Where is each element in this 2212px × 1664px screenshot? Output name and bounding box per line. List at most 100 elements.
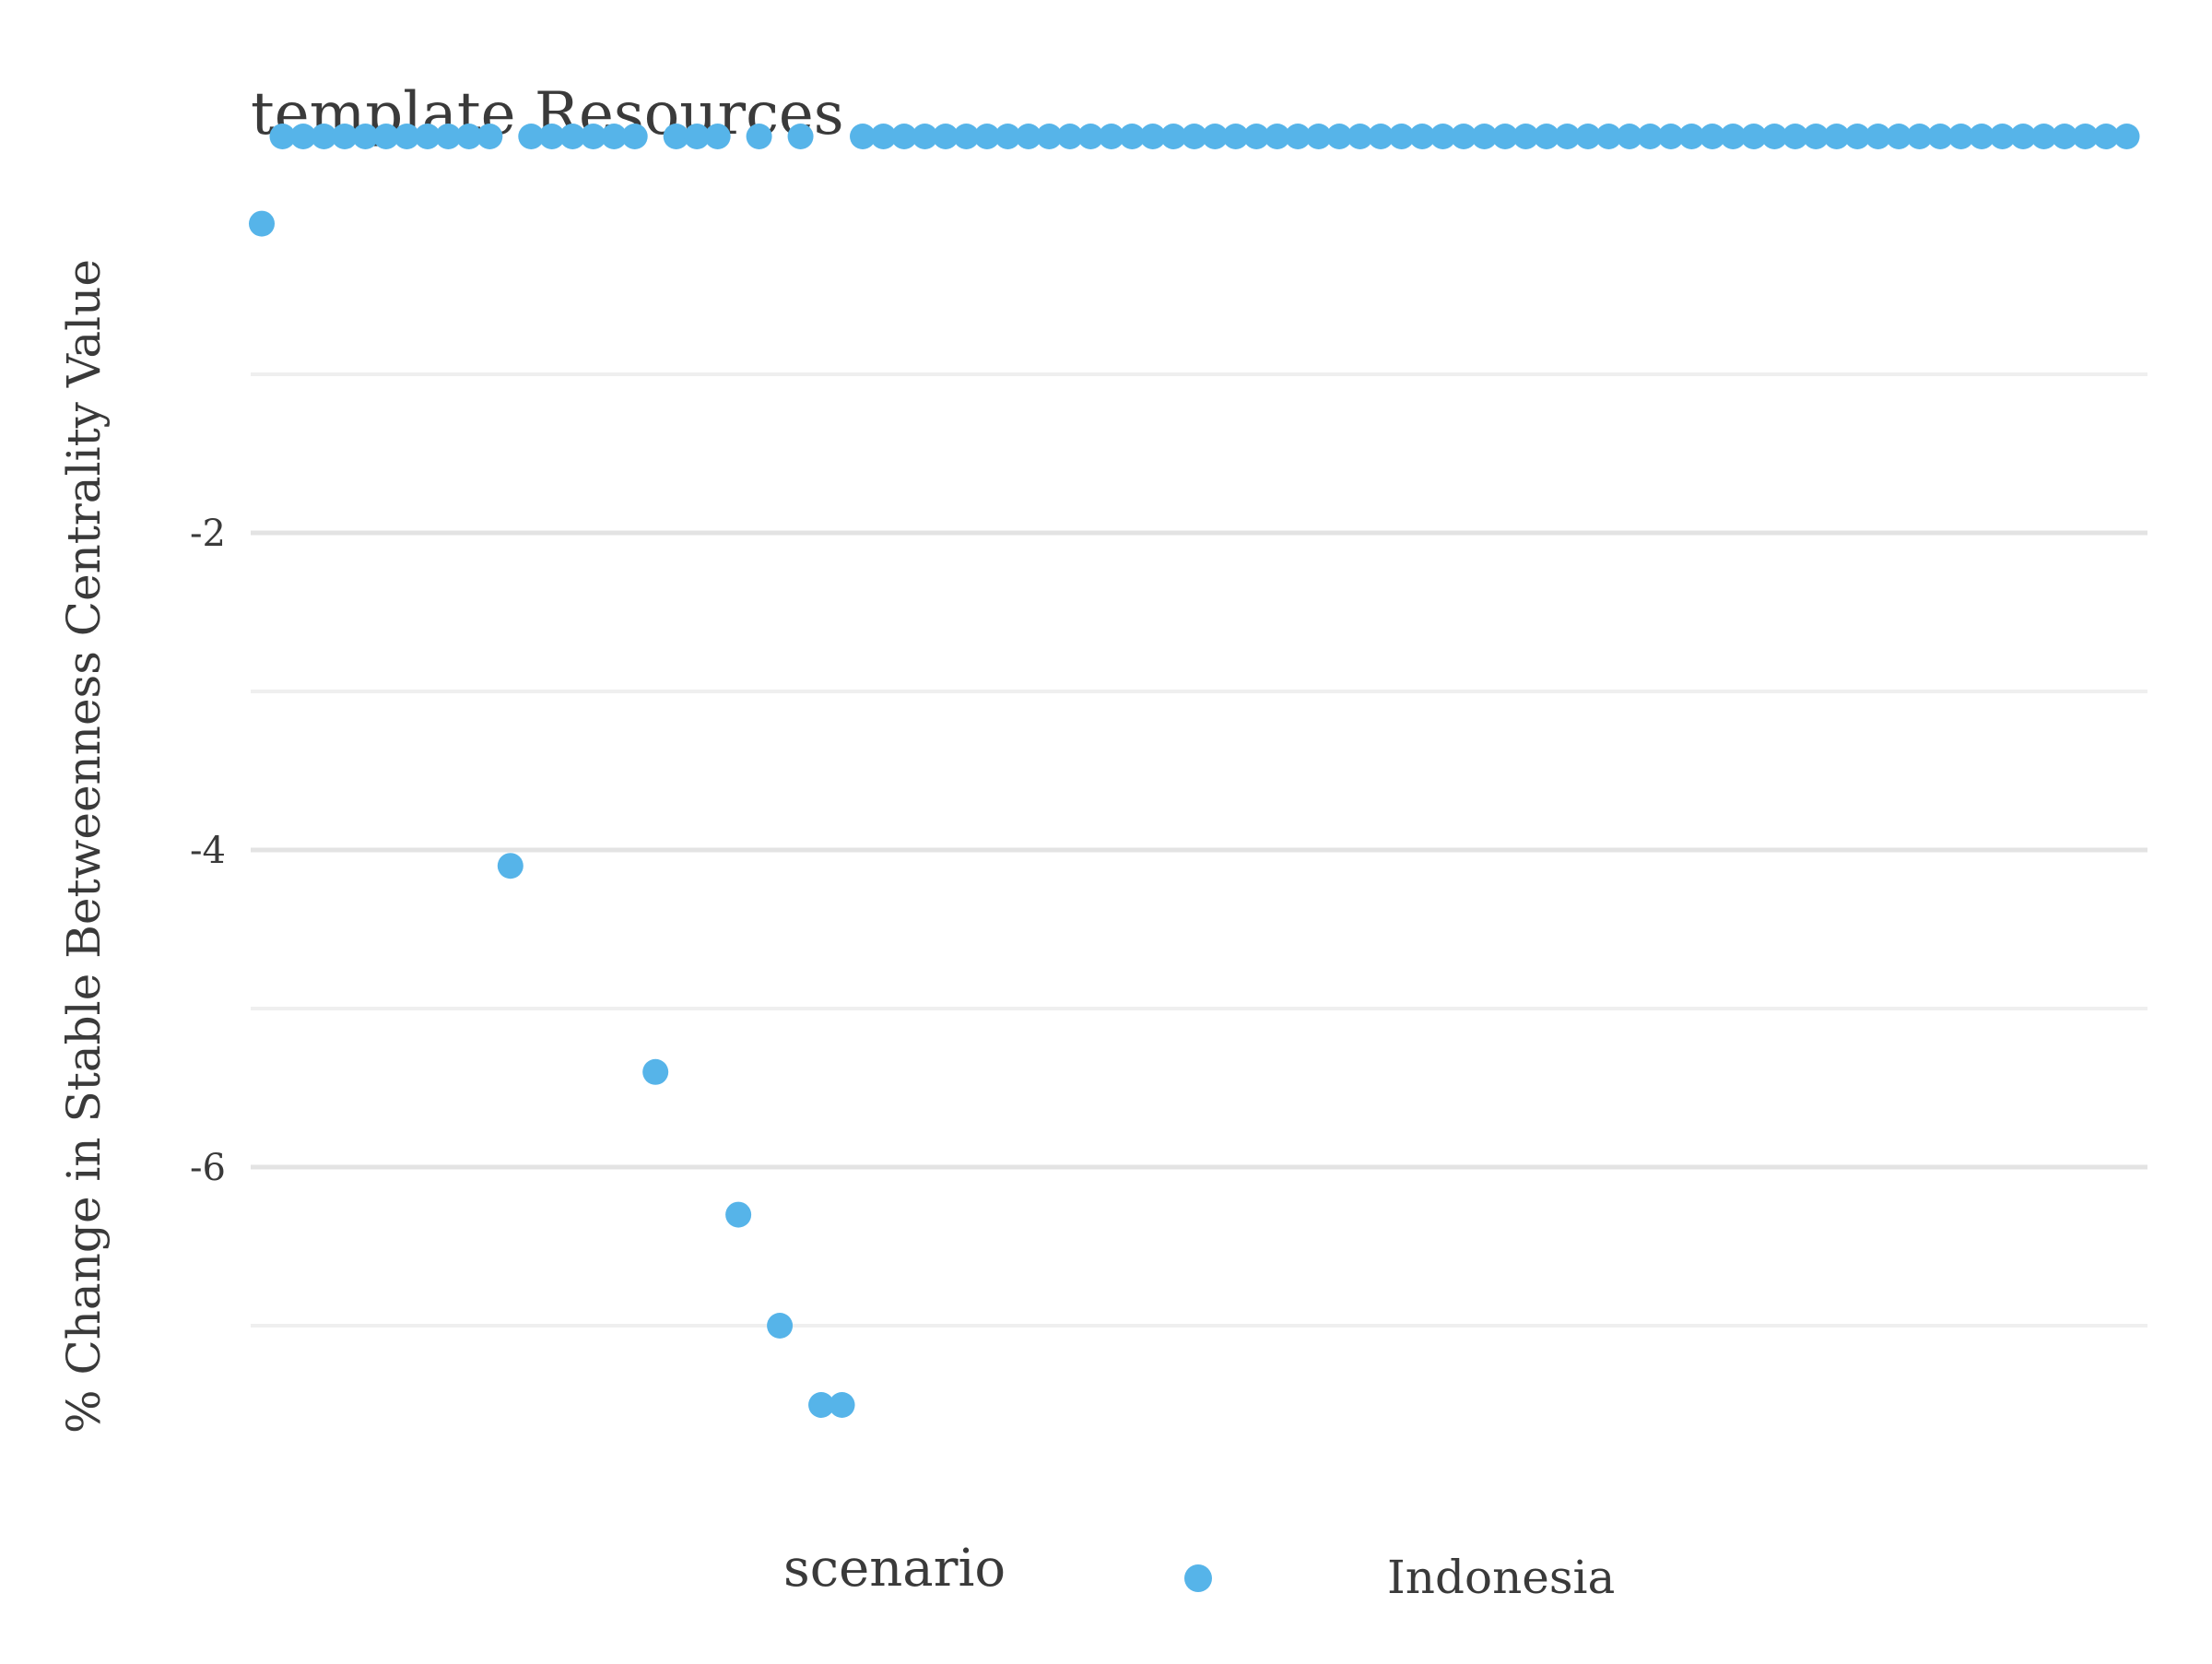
data-point xyxy=(311,124,337,149)
data-point xyxy=(1202,124,1229,149)
data-point xyxy=(663,124,689,149)
data-point xyxy=(829,1392,855,1418)
data-point xyxy=(1347,124,1373,149)
data-point xyxy=(2010,124,2037,149)
data-point xyxy=(538,124,565,149)
data-point xyxy=(1368,124,1394,149)
data-point xyxy=(559,124,586,149)
data-point xyxy=(352,124,379,149)
data-point xyxy=(1927,124,1954,149)
data-point xyxy=(2072,124,2099,149)
data-point xyxy=(1492,124,1519,149)
data-point xyxy=(2093,124,2120,149)
data-point xyxy=(870,124,897,149)
data-point xyxy=(1098,124,1124,149)
data-point xyxy=(394,124,420,149)
y-tick-labels: -2 -4 -6 xyxy=(190,513,226,1189)
legend-label: Indonesia xyxy=(1387,1551,1615,1604)
data-point xyxy=(1720,124,1747,149)
gridlines xyxy=(251,372,2147,1328)
data-point xyxy=(1657,124,1684,149)
data-point xyxy=(1056,124,1083,149)
data-point xyxy=(372,124,399,149)
data-point xyxy=(1740,124,1767,149)
data-point xyxy=(621,124,648,149)
data-point xyxy=(953,124,980,149)
data-point xyxy=(1326,124,1353,149)
y-tick-label: -2 xyxy=(190,513,226,555)
legend-swatch xyxy=(1184,1564,1212,1592)
data-point xyxy=(1036,124,1063,149)
data-point xyxy=(1160,124,1187,149)
data-point xyxy=(1803,124,1830,149)
data-point xyxy=(1388,124,1415,149)
data-point xyxy=(1699,124,1725,149)
data-point xyxy=(1969,124,1995,149)
data-point xyxy=(1637,124,1664,149)
y-tick-label: -6 xyxy=(190,1147,226,1189)
data-point xyxy=(1533,124,1559,149)
data-point xyxy=(1119,124,1146,149)
data-point xyxy=(1595,124,1622,149)
data-point xyxy=(2113,124,2140,149)
data-point xyxy=(1305,124,1332,149)
data-point xyxy=(850,124,877,149)
data-point xyxy=(1554,124,1581,149)
data-point xyxy=(1285,124,1312,149)
data-point xyxy=(704,124,731,149)
data-point xyxy=(1947,124,1974,149)
data-point xyxy=(601,124,628,149)
data-point xyxy=(1886,124,1912,149)
data-point xyxy=(1616,124,1642,149)
legend: scenario Indonesia xyxy=(783,1539,1615,1604)
data-point xyxy=(1181,124,1207,149)
data-point xyxy=(808,1392,835,1418)
data-point xyxy=(994,124,1021,149)
data-point xyxy=(477,124,503,149)
data-point xyxy=(912,124,938,149)
data-point xyxy=(1243,124,1270,149)
data-point xyxy=(1264,124,1290,149)
data-point xyxy=(642,1058,669,1085)
data-point xyxy=(497,853,524,879)
data-point xyxy=(787,124,814,149)
data-point xyxy=(1409,124,1436,149)
data-point xyxy=(973,124,1000,149)
data-point xyxy=(1512,124,1539,149)
data-point xyxy=(746,124,772,149)
data-point xyxy=(1989,124,2016,149)
data-points xyxy=(249,124,2140,1418)
data-point xyxy=(1823,124,1850,149)
data-point xyxy=(331,124,358,149)
data-point xyxy=(518,124,545,149)
data-point xyxy=(890,124,917,149)
data-point xyxy=(1906,124,1933,149)
data-point xyxy=(1678,124,1705,149)
data-point xyxy=(932,124,959,149)
data-point xyxy=(1782,124,1808,149)
data-point xyxy=(455,124,482,149)
data-point xyxy=(580,124,606,149)
data-point xyxy=(1077,124,1104,149)
data-point xyxy=(414,124,441,149)
data-point xyxy=(1865,124,1891,149)
y-axis-title: % Change in Stable Betweenness Centralit… xyxy=(57,259,111,1434)
legend-entries: Indonesia xyxy=(1184,1551,1615,1604)
data-point xyxy=(1761,124,1788,149)
data-point xyxy=(269,124,296,149)
data-point xyxy=(2030,124,2057,149)
data-point xyxy=(1451,124,1477,149)
data-point xyxy=(435,124,462,149)
data-point xyxy=(1471,124,1498,149)
data-point xyxy=(1844,124,1871,149)
data-point xyxy=(1222,124,1249,149)
data-point xyxy=(2052,124,2078,149)
data-point xyxy=(767,1313,794,1339)
data-point xyxy=(1015,124,1041,149)
data-point xyxy=(1139,124,1166,149)
data-point xyxy=(684,124,711,149)
legend-title: scenario xyxy=(783,1539,1006,1599)
data-point xyxy=(725,1201,752,1228)
